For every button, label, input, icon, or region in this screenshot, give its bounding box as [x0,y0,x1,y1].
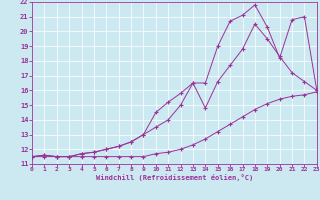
X-axis label: Windchill (Refroidissement éolien,°C): Windchill (Refroidissement éolien,°C) [96,174,253,181]
